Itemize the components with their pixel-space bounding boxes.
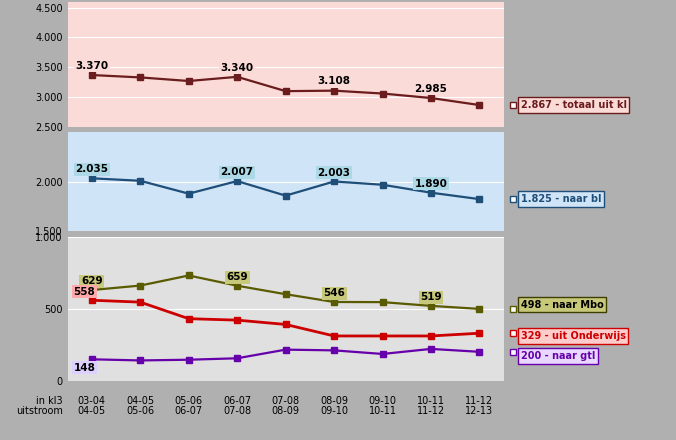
Text: 498 - naar Mbo: 498 - naar Mbo [521, 300, 603, 310]
Text: 659: 659 [226, 272, 248, 282]
Text: 329 - uit Onderwijs: 329 - uit Onderwijs [521, 331, 625, 341]
Text: 2.867 - totaal uit kl: 2.867 - totaal uit kl [521, 100, 627, 110]
Text: 3.108: 3.108 [318, 77, 351, 87]
Text: 148: 148 [74, 363, 95, 373]
Text: 07-08: 07-08 [272, 396, 299, 407]
Text: 546: 546 [323, 288, 345, 298]
Text: in kl3: in kl3 [36, 396, 63, 407]
Text: 10-11: 10-11 [417, 396, 445, 407]
Text: 11-12: 11-12 [417, 406, 445, 416]
Text: 2.003: 2.003 [318, 168, 351, 177]
Text: 200 - naar gtl: 200 - naar gtl [521, 351, 595, 361]
Text: 2.035: 2.035 [75, 165, 108, 174]
Text: 11-12: 11-12 [465, 396, 493, 407]
Text: 04-05: 04-05 [126, 396, 154, 407]
Text: uitstroom: uitstroom [16, 406, 63, 416]
Text: 2.007: 2.007 [220, 167, 254, 177]
Text: 04-05: 04-05 [78, 406, 106, 416]
Text: 08-09: 08-09 [320, 396, 348, 407]
Text: 558: 558 [74, 286, 95, 297]
Text: 3.340: 3.340 [220, 62, 254, 73]
Text: 06-07: 06-07 [174, 406, 203, 416]
Text: 07-08: 07-08 [223, 406, 251, 416]
Text: 09-10: 09-10 [368, 396, 397, 407]
Text: 05-06: 05-06 [126, 406, 154, 416]
Text: 1.825 - naar bl: 1.825 - naar bl [521, 194, 601, 204]
Text: 1.890: 1.890 [414, 179, 448, 189]
Text: 3.370: 3.370 [75, 61, 108, 71]
Text: 10-11: 10-11 [368, 406, 397, 416]
Text: 03-04: 03-04 [78, 396, 106, 407]
Text: 629: 629 [81, 276, 103, 286]
Text: 06-07: 06-07 [223, 396, 251, 407]
Text: 05-06: 05-06 [174, 396, 203, 407]
Text: 2.985: 2.985 [414, 84, 448, 94]
Text: 08-09: 08-09 [272, 406, 299, 416]
Text: 519: 519 [420, 292, 441, 302]
Text: 09-10: 09-10 [320, 406, 348, 416]
Text: 12-13: 12-13 [465, 406, 493, 416]
